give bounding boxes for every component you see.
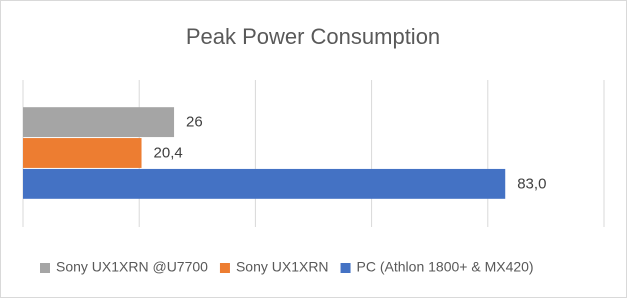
legend-swatch [340,263,351,273]
bar [23,107,175,138]
legend-label: Sony UX1XRN @U7700 [56,259,208,275]
data-label: 83,0 [517,175,546,192]
data-label: 20,4 [154,144,183,161]
legend-swatch [219,263,230,273]
legend-label: PC (Athlon 1800+ & MX420) [357,259,534,275]
bar [23,168,506,199]
legend-swatch [40,263,50,273]
data-label: 26 [186,114,203,131]
legend-label: Sony UX1XRN [236,259,329,275]
bar [23,138,142,168]
chart-title: Peak Power Consumption [186,24,440,49]
